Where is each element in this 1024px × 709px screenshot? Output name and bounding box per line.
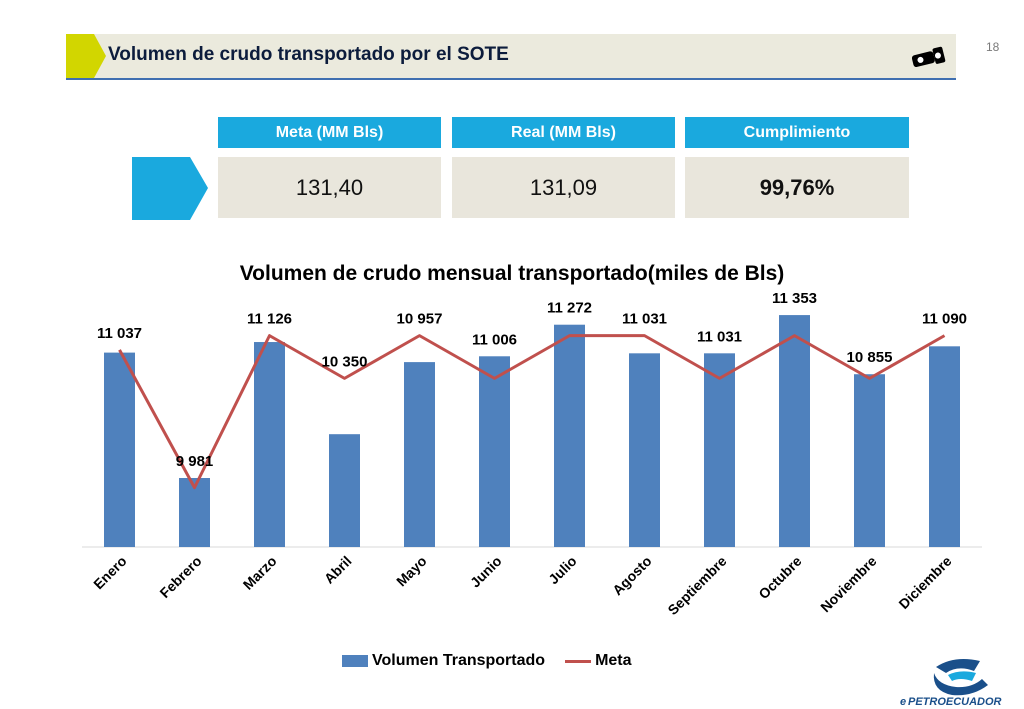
kpi-label-cumplimiento: Cumplimiento [685, 117, 909, 148]
x-tick-label: Diciembre [895, 553, 954, 612]
x-tick-label: Febrero [156, 553, 204, 601]
x-tick-label: Junio [467, 553, 505, 591]
bar [329, 434, 360, 547]
legend-item-meta: Meta [565, 652, 632, 670]
x-tick-label: Julio [545, 553, 579, 587]
data-label: 9 981 [176, 453, 214, 470]
logo-text: PETROECUADOR [908, 696, 1002, 708]
legend-label-volumen: Volumen Transportado [372, 652, 546, 669]
bar [779, 315, 810, 547]
data-label: 11 031 [622, 311, 667, 328]
bar [179, 478, 210, 547]
camera-icon [911, 46, 946, 68]
x-tick-label: Marzo [240, 553, 280, 593]
data-label: 11 006 [472, 331, 517, 348]
bar [854, 374, 885, 547]
data-label: 11 037 [97, 325, 142, 342]
bar [404, 362, 435, 547]
kpi-label-meta: Meta (MM Bls) [218, 117, 441, 148]
bar [554, 324, 585, 547]
page-title: Volumen de crudo transportado por el SOT… [108, 44, 509, 65]
bar [104, 352, 135, 547]
kpi-value-meta: 131,40 [218, 157, 441, 218]
data-label: 11 126 [247, 311, 292, 328]
chart-legend: Volumen Transportado Meta [342, 652, 652, 670]
x-tick-label: Abril [321, 553, 355, 587]
legend-swatch-meta [565, 659, 592, 663]
legend-label-meta: Meta [595, 652, 632, 669]
legend-item-volumen: Volumen Transportado [342, 652, 545, 670]
svg-text:e: e [900, 696, 906, 708]
x-tick-label: Septiembre [664, 553, 729, 618]
x-tick-label: Mayo [393, 553, 430, 590]
kpi-value-cumplimiento: 99,76% [685, 157, 909, 218]
kpi-value-real: 131,09 [452, 157, 675, 218]
data-label: 11 353 [772, 290, 817, 307]
data-label: 11 031 [697, 328, 742, 345]
legend-swatch-volumen [342, 655, 368, 667]
chart-title: Volumen de crudo mensual transportado(mi… [239, 262, 785, 285]
header-bar [66, 34, 956, 80]
data-label: 11 090 [922, 311, 967, 328]
data-label: 11 272 [547, 300, 592, 317]
x-tick-label: Enero [90, 553, 129, 592]
data-label: 10 855 [847, 349, 893, 366]
meta-line [118, 334, 946, 490]
bar [704, 353, 735, 547]
data-label: 10 350 [322, 353, 368, 370]
kpi-label-real: Real (MM Bls) [452, 117, 675, 148]
petroecuador-logo: e PETROECUADOR [900, 659, 1002, 708]
bar [254, 342, 285, 547]
data-label: 10 957 [397, 311, 443, 328]
bar [929, 346, 960, 547]
x-tick-label: Agosto [609, 553, 654, 598]
x-tick-label: Octubre [755, 553, 804, 602]
kpi-arrow-icon [132, 157, 208, 220]
bar [479, 356, 510, 547]
bar [629, 353, 660, 547]
header-accent-icon [66, 34, 106, 78]
page-number: 18 [986, 40, 1000, 54]
x-tick-label: Noviembre [817, 553, 880, 616]
